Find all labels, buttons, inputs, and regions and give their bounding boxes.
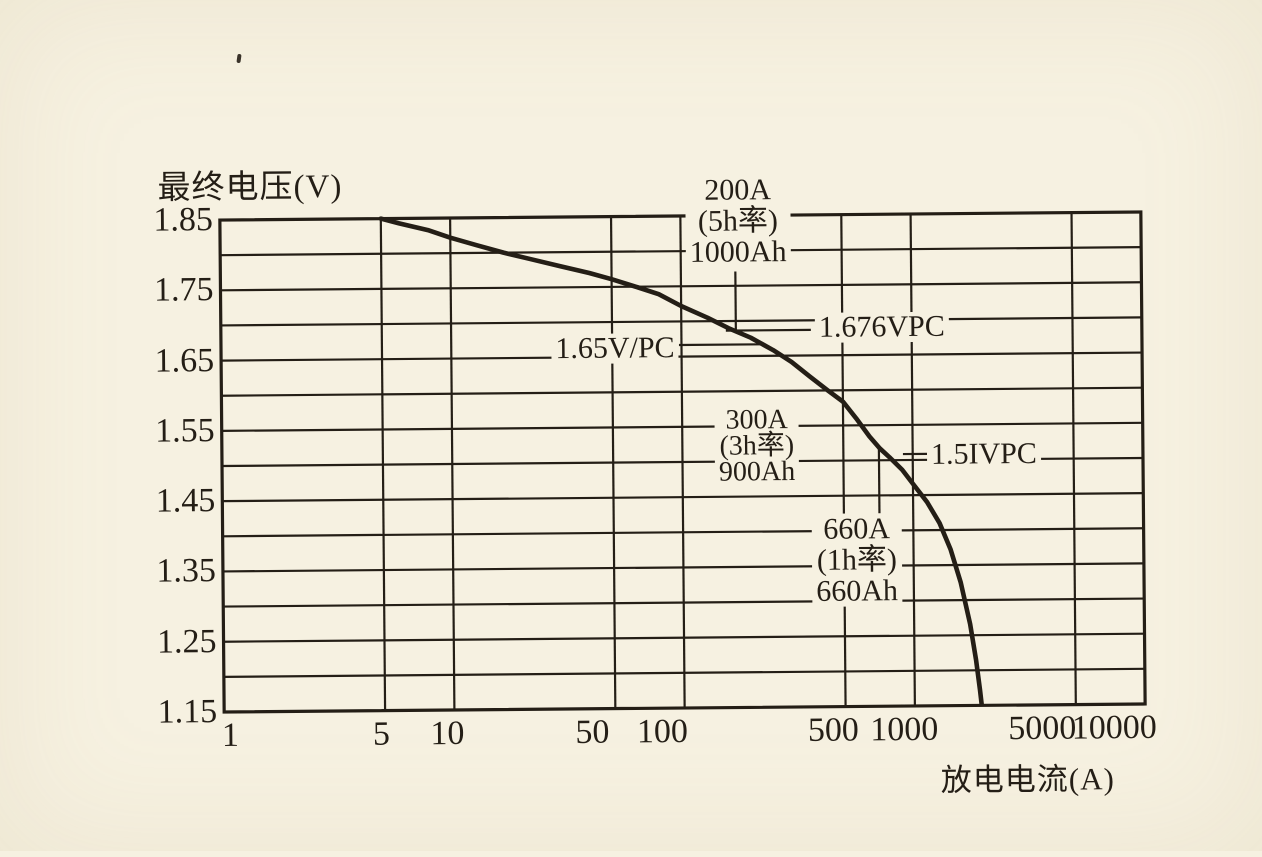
annotation-point-1676vpc: 1.676VPC [815,312,949,343]
y-tick-label: 1.45 [90,483,215,520]
annotation-line: 1.65V/PC [555,333,674,364]
x-tick-label: 10 [430,716,464,752]
x-tick-label: 50 [575,715,609,751]
y-tick-label: 1.15 [92,694,217,731]
x-axis-title: 放电电流(A) [941,753,1115,800]
x-tick-label: 1 [222,718,239,754]
annotation-point-151vpc: 1.5IVPC [927,439,1041,470]
y-tick-label: 1.75 [88,272,213,309]
annotation-rate-1h: 660A(1h率)660Ah [812,513,902,607]
annotation-line: 660Ah [816,575,898,607]
x-tick-label: 5000 [1008,711,1076,748]
annotation-line: (1h率) [816,544,898,576]
y-tick-label: 1.35 [91,553,216,590]
x-tick-label: 100 [637,714,688,750]
rate-1h-leader-line [879,446,880,515]
rate-5h-leader-line [735,272,736,333]
x-tick-label: 10000 [1072,710,1157,747]
annotation-line: 660A [816,513,898,545]
annotation-rate-3h: 300A(3h率)900Ah [714,407,799,486]
y-tick-label: 1.25 [91,624,216,661]
annotation-line: 200A [689,174,786,206]
x-tick-label: 1000 [870,712,938,749]
annotation-line: 1.5IVPC [931,439,1037,470]
y-tick-label: 1.85 [88,202,213,239]
annotation-rate-5h: 200A(5h率)1000Ah [685,174,790,268]
x-tick-label: 5 [373,717,390,753]
annotation-line: (5h率) [689,205,786,237]
annotation-line: 1.676VPC [819,312,945,343]
annotation-line: 1000Ah [690,236,787,268]
annotation-line: 900Ah [719,459,795,486]
y-tick-label: 1.55 [90,413,215,450]
x-tick-label: 500 [808,712,859,748]
y-tick-label: 1.65 [89,343,214,380]
annotation-cutoff-165vpc: 1.65V/PC [551,333,678,364]
cutoff-165vpc-leader-line [679,344,762,345]
